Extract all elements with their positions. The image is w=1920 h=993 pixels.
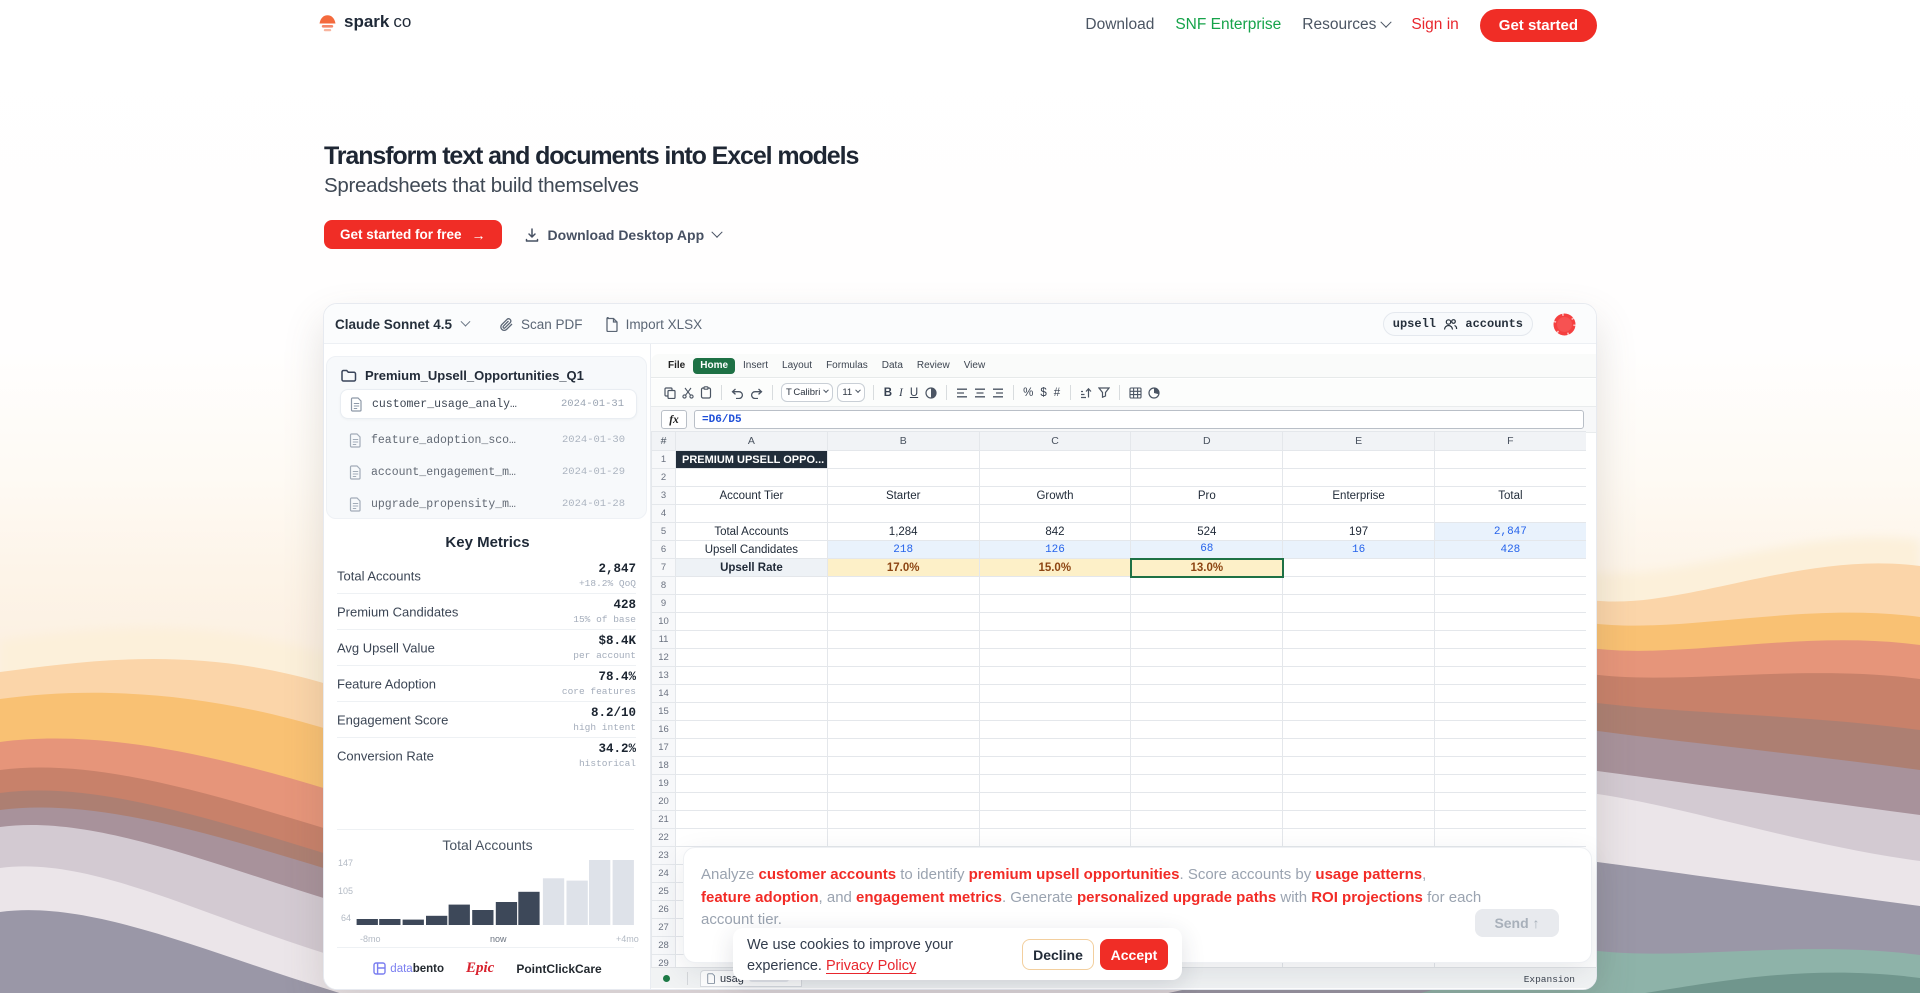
svg-text:105: 105	[338, 886, 353, 896]
svg-text:64: 64	[341, 913, 351, 923]
svg-text:147: 147	[338, 858, 353, 868]
